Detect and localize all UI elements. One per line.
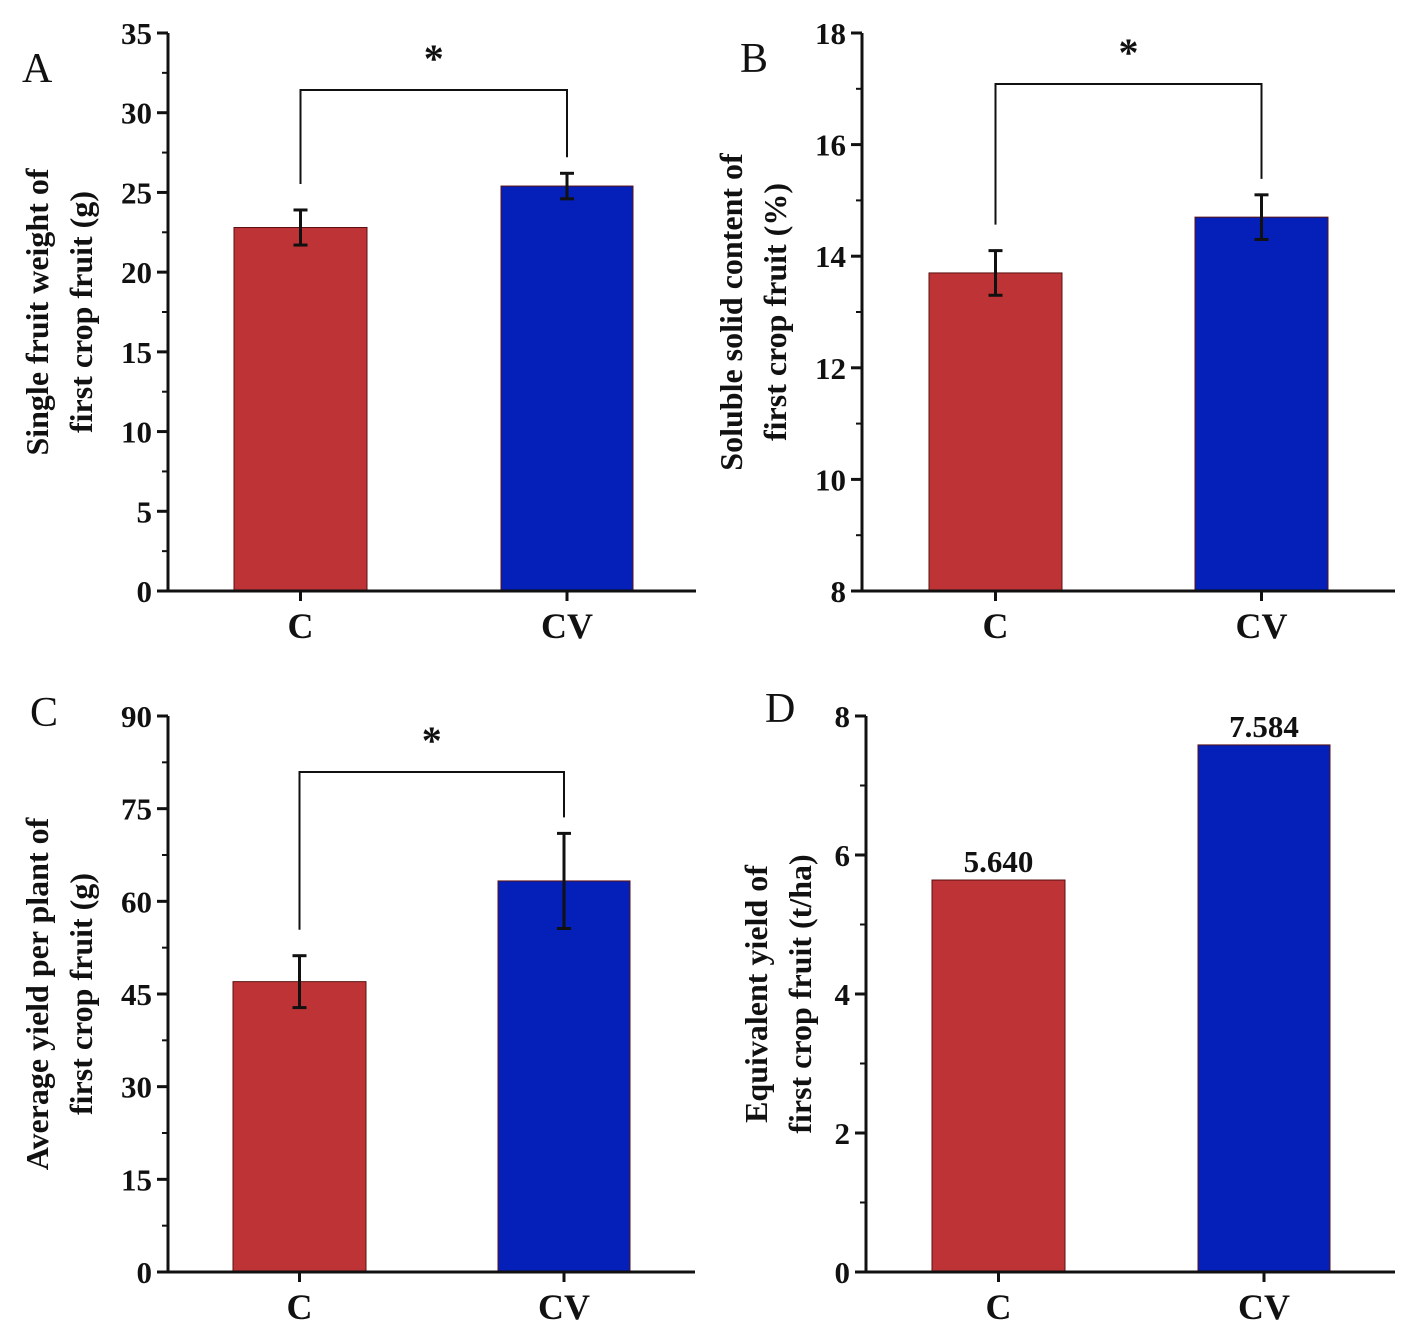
panel-letter: B — [740, 36, 768, 82]
significance-bracket — [298, 771, 565, 930]
panel-letter: C — [30, 690, 58, 736]
bar-c — [232, 981, 367, 1273]
y-tick-label: 0 — [835, 1255, 851, 1290]
y-axis-title: Average yield per plant of — [19, 817, 55, 1170]
bar-cv — [1197, 744, 1331, 1273]
y-tick-label: 35 — [121, 16, 152, 51]
x-tick-label: CV — [538, 1287, 590, 1327]
y-tick-label: 8 — [835, 699, 851, 734]
x-tick-label: CV — [1238, 1287, 1290, 1327]
y-tick-label: 30 — [121, 1070, 152, 1105]
y-axis-title: first crop fruit (g) — [63, 873, 99, 1115]
y-axis-title: first crop fruit (t/ha) — [782, 854, 818, 1133]
y-axis-title: Equivalent yield of — [738, 865, 774, 1123]
bar-c — [931, 879, 1066, 1273]
x-tick-label: CV — [1236, 606, 1288, 646]
significance-bracket — [299, 89, 568, 184]
y-axis-title: Single fruit weight of — [19, 168, 55, 455]
y-tick-label: 16 — [815, 128, 846, 163]
x-tick-label: C — [288, 606, 314, 646]
y-tick-label: 12 — [815, 351, 846, 386]
bar-cv — [497, 880, 631, 1273]
panel-a: A * 0 5 10 15 20 25 30 35 C CV Single fruit weight … — [19, 16, 696, 646]
y-tick-label: 18 — [815, 16, 846, 51]
y-tick-label: 0 — [137, 574, 153, 609]
x-tick-label: C — [983, 606, 1009, 646]
y-tick-label: 90 — [121, 699, 152, 734]
panel-d: D 5.640 7.584 0 2 4 6 8 C CV Equivalent yield of f… — [738, 686, 1395, 1327]
y-axis-title: first crop fruit (g) — [63, 191, 99, 433]
y-tick-label: 45 — [121, 977, 152, 1012]
data-label-cv: 7.584 — [1229, 709, 1299, 744]
y-tick-label: 10 — [121, 415, 152, 450]
panel-letter: D — [765, 686, 795, 732]
panel-c: C * 0 15 30 45 60 75 90 C CV Average yield per pla… — [19, 690, 695, 1327]
y-tick-label: 14 — [815, 239, 846, 274]
significance-marker: * — [1119, 30, 1139, 75]
y-tick-label: 4 — [835, 977, 851, 1012]
bar-c — [928, 272, 1063, 592]
y-tick-label: 25 — [121, 175, 152, 210]
y-tick-label: 5 — [137, 494, 153, 529]
y-axis-title: first crop fruit (%) — [757, 183, 793, 441]
x-tick-label: C — [986, 1287, 1012, 1327]
y-tick-label: 0 — [137, 1255, 153, 1290]
y-tick-label: 8 — [831, 574, 847, 609]
y-tick-label: 6 — [835, 838, 851, 873]
bar-cv — [1194, 216, 1329, 592]
y-tick-label: 30 — [121, 96, 152, 131]
y-tick-label: 15 — [121, 1162, 152, 1197]
y-tick-label: 2 — [835, 1116, 851, 1151]
bar-c — [233, 227, 368, 592]
x-tick-label: C — [287, 1287, 313, 1327]
y-tick-label: 75 — [121, 792, 152, 827]
y-tick-label: 15 — [121, 335, 152, 370]
y-tick-label: 10 — [815, 462, 846, 497]
y-axis-title: Soluble solid content of — [713, 153, 749, 471]
x-tick-label: CV — [541, 606, 593, 646]
panel-b: B * 8 10 12 14 16 18 C CV Soluble solid content o… — [713, 16, 1395, 646]
significance-marker: * — [424, 36, 444, 81]
panel-letter: A — [22, 46, 53, 92]
significance-bracket — [994, 83, 1263, 225]
y-tick-label: 20 — [121, 255, 152, 290]
significance-marker: * — [422, 718, 442, 763]
bar-cv — [500, 185, 634, 592]
y-tick-label: 60 — [121, 884, 152, 919]
data-label-c: 5.640 — [964, 844, 1034, 879]
